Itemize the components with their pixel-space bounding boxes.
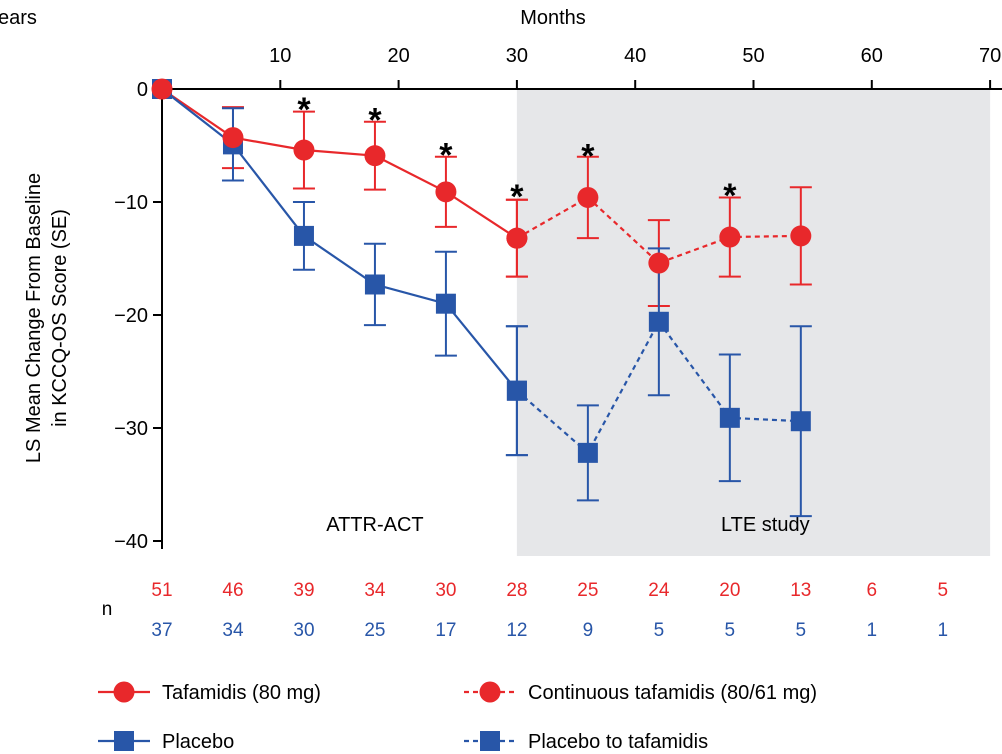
y-axis-label-line1: LS Mean Change From Baseline	[23, 173, 45, 463]
x-tick-label: 60	[861, 45, 883, 67]
plot-area: ATTR-ACT LTE study * * * * * *	[151, 78, 812, 536]
x-tick-label: 30	[506, 45, 528, 67]
n-placebo: 37	[151, 620, 172, 641]
y-tick-label: −30	[114, 418, 148, 440]
data-point-circle	[222, 127, 244, 149]
n-placebo: 34	[222, 620, 244, 641]
significance-marker: *	[510, 178, 524, 216]
legend-label: Placebo	[162, 731, 234, 753]
data-point-circle	[364, 145, 386, 167]
data-point-square	[790, 411, 811, 432]
x-axis-label: Months	[520, 7, 586, 29]
n-tafamidis: 28	[506, 580, 527, 601]
n-tafamidis: 24	[648, 580, 670, 601]
series-line	[516, 196, 801, 265]
data-point-square	[719, 407, 740, 428]
significance-marker: *	[581, 137, 595, 175]
n-tafamidis: 6	[867, 580, 878, 601]
axes: 10 20 30 40 50 60 70 0 −10 −20 −30 −40	[114, 45, 1002, 553]
n-tafamidis: 20	[719, 580, 740, 601]
data-point-square	[364, 274, 385, 295]
data-point-circle	[577, 186, 599, 208]
significance-marker: *	[723, 177, 737, 215]
legend-marker-circle	[113, 681, 135, 703]
x-tick-label: 40	[624, 45, 646, 67]
region-label: ATTR-ACT	[326, 514, 423, 536]
data-point-circle	[790, 225, 812, 247]
x-tick-label: 10	[269, 45, 291, 67]
significance-marker: *	[368, 101, 382, 139]
legend-marker-circle	[479, 681, 501, 703]
n-tafamidis: 34	[364, 580, 386, 601]
n-placebo: 17	[435, 620, 456, 641]
n-placebo: 5	[654, 620, 665, 641]
y-tick-label: −40	[114, 531, 148, 553]
significance-marker: *	[297, 91, 311, 129]
y-tick-label: −10	[114, 192, 148, 214]
data-point-circle	[648, 252, 670, 274]
data-point-square	[293, 225, 314, 246]
series-line	[161, 88, 518, 392]
legend-label: Tafamidis (80 mg)	[162, 682, 321, 704]
n-placebo: 1	[937, 620, 948, 641]
n-placebo: 9	[583, 620, 594, 641]
corner-label: ears	[0, 7, 37, 29]
n-tafamidis: 25	[577, 580, 598, 601]
lte-shaded-region	[516, 89, 991, 556]
n-tafamidis: 30	[435, 580, 456, 601]
n-placebo: 25	[364, 620, 385, 641]
n-placebo: 12	[506, 620, 527, 641]
n-tafamidis: 13	[790, 580, 811, 601]
y-tick-label: −20	[114, 305, 148, 327]
data-point-square	[577, 442, 598, 463]
y-axis-label-line2: in KCCQ-OS Score (SE)	[49, 209, 71, 427]
x-tick-label: 20	[387, 45, 409, 67]
n-placebo: 30	[293, 620, 314, 641]
x-tick-label: 50	[742, 45, 764, 67]
legend: Tafamidis (80 mg) Continuous tafamidis (8…	[98, 681, 817, 753]
n-placebo: 5	[796, 620, 807, 641]
n-tafamidis: 46	[222, 580, 243, 601]
n-table-label: n	[102, 599, 113, 620]
data-point-square	[648, 311, 669, 332]
data-point-square	[506, 380, 527, 401]
data-point-circle	[506, 227, 528, 249]
n-tafamidis: 39	[293, 580, 314, 601]
n-placebo: 1	[867, 620, 878, 641]
significance-marker: *	[439, 136, 453, 174]
data-point-circle	[293, 139, 315, 161]
data-point-circle	[151, 78, 173, 100]
n-placebo: 5	[725, 620, 736, 641]
y-tick-label: 0	[137, 79, 148, 101]
legend-label: Continuous tafamidis (80/61 mg)	[528, 682, 817, 704]
n-tafamidis: 51	[151, 580, 172, 601]
data-point-circle	[435, 181, 457, 203]
n-tafamidis: 5	[937, 580, 948, 601]
legend-label: Placebo to tafamidis	[528, 731, 708, 753]
x-tick-label: 70	[979, 45, 1001, 67]
legend-marker-square	[114, 731, 134, 751]
legend-marker-square	[480, 731, 500, 751]
series-line	[161, 88, 518, 240]
data-point-circle	[719, 226, 741, 248]
data-point-square	[435, 293, 456, 314]
region-label: LTE study	[721, 514, 810, 536]
